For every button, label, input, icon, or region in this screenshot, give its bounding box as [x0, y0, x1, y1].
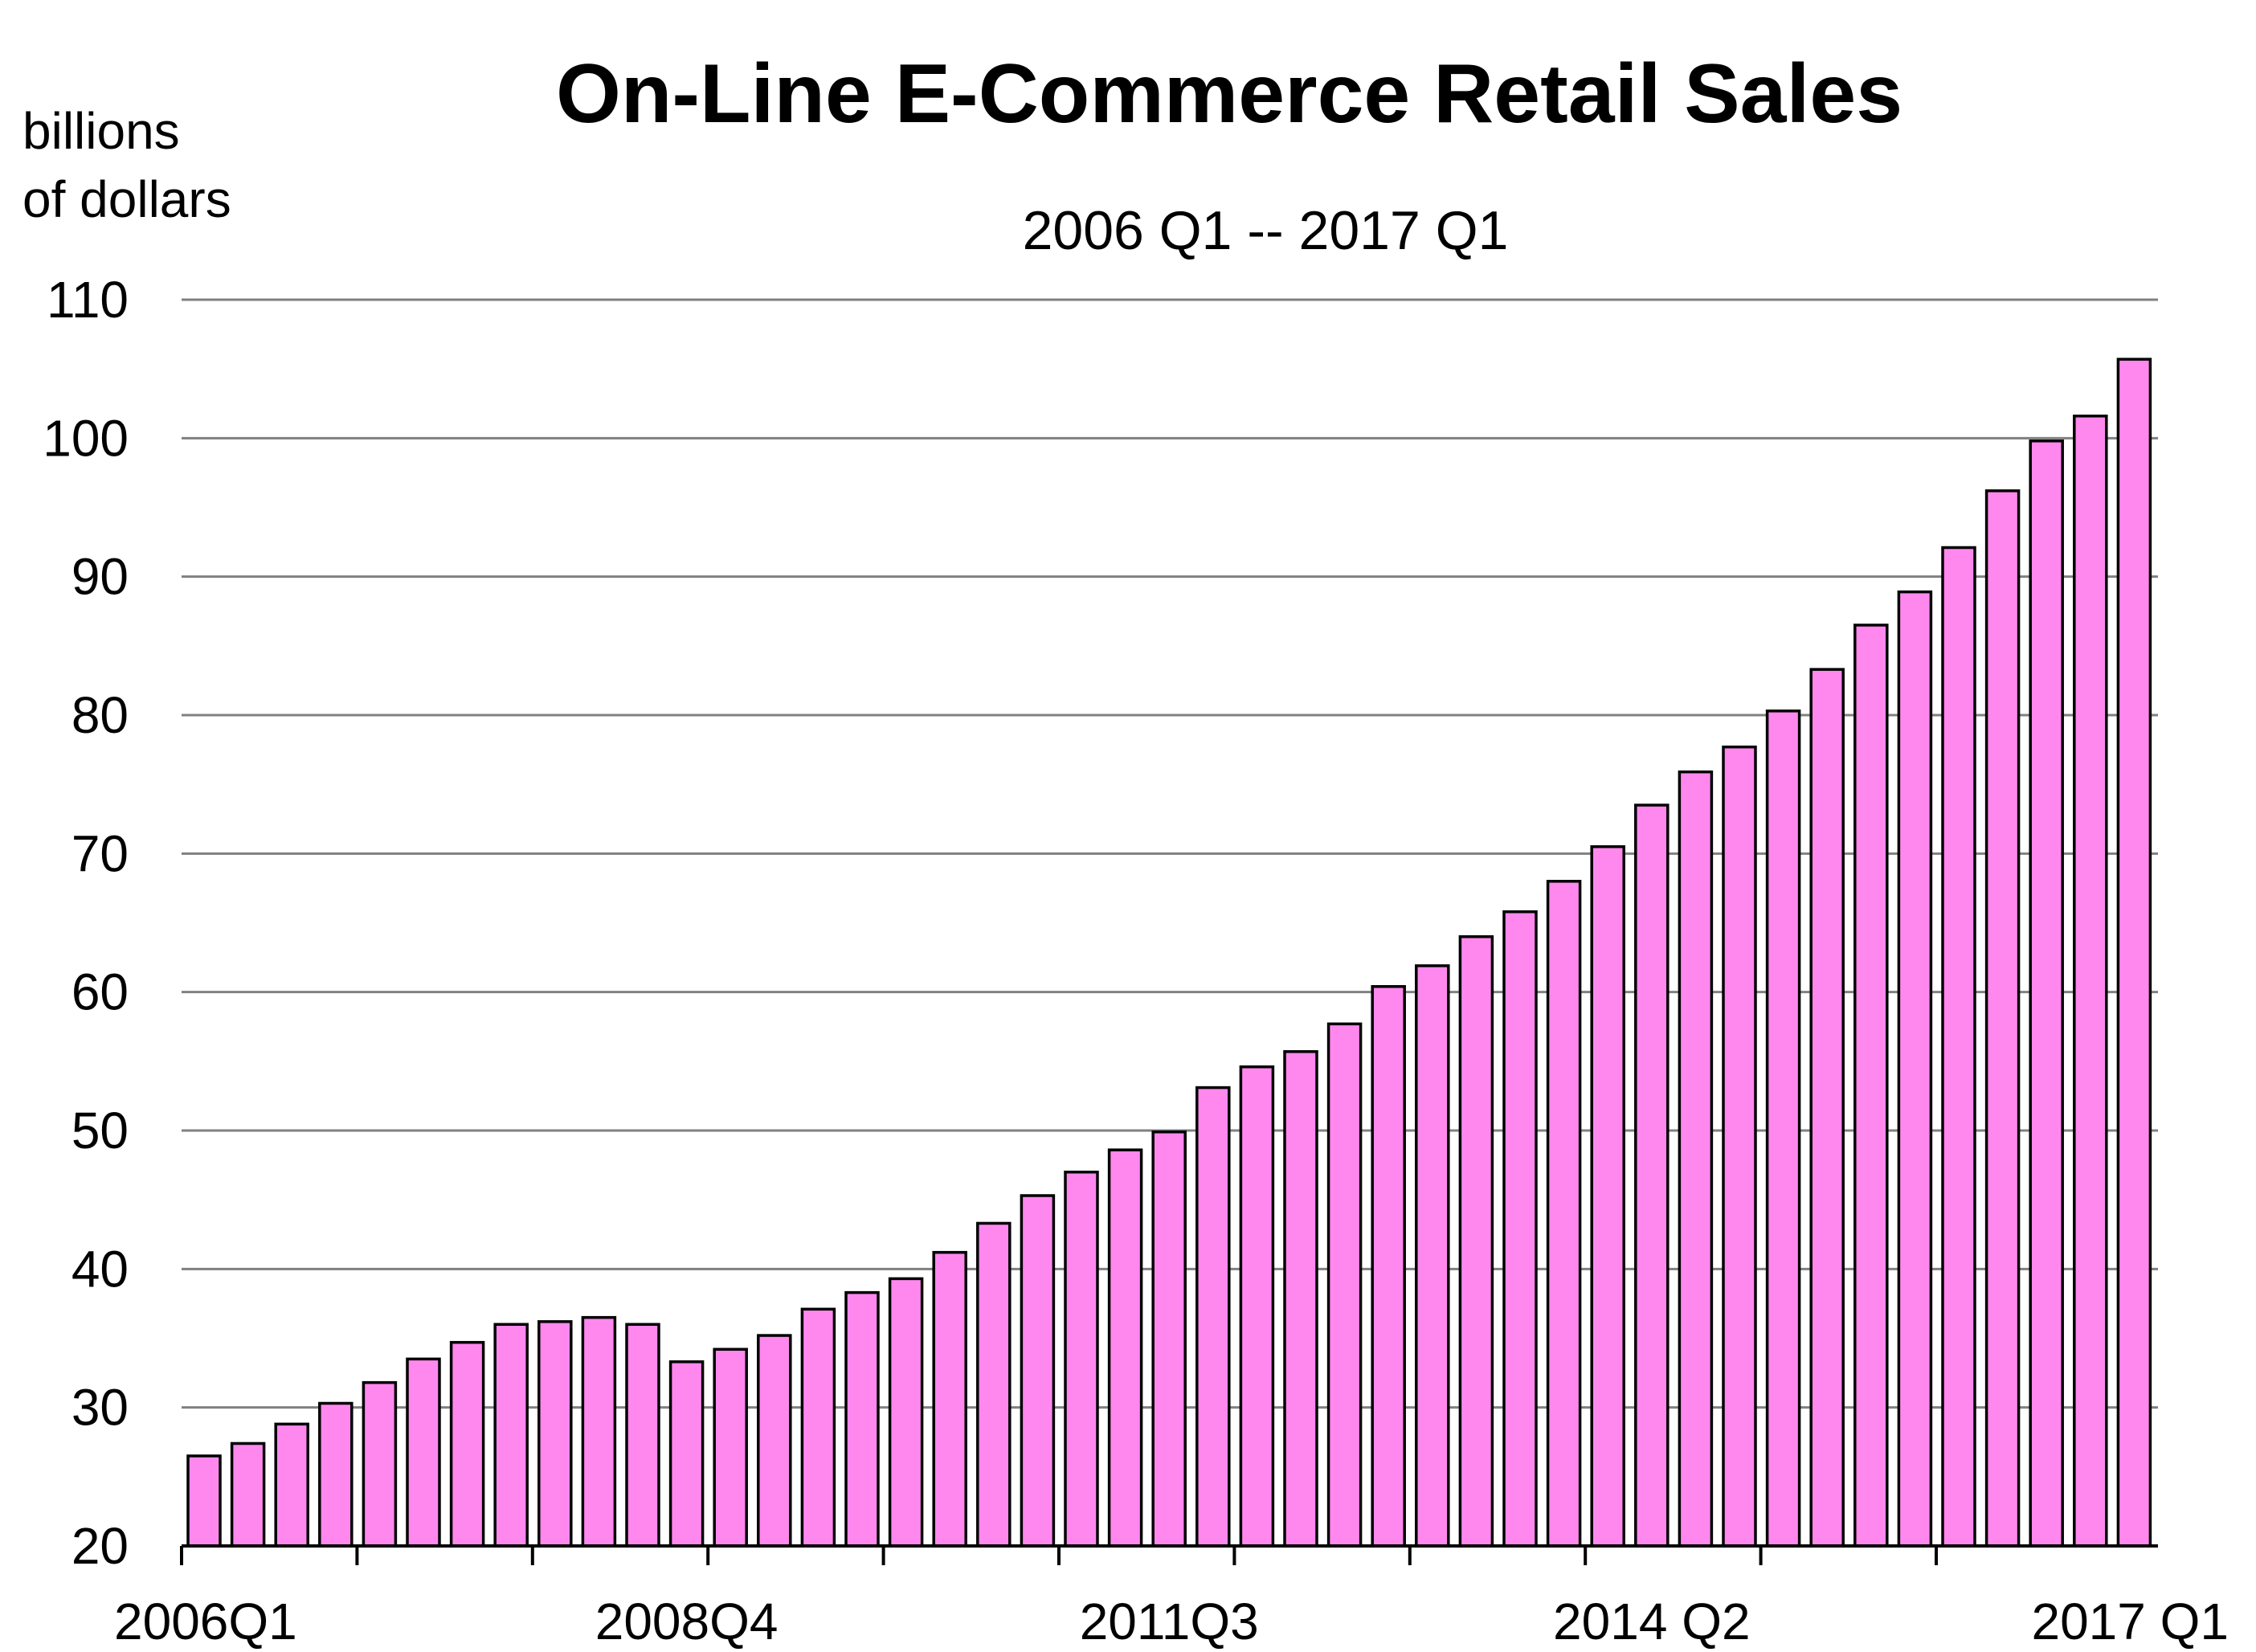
- bar: [1064, 1170, 1099, 1548]
- x-tick-label: 2014 Q2: [1553, 1593, 1751, 1650]
- bar: [1634, 804, 1670, 1548]
- y-tick-label: 80: [72, 686, 129, 744]
- bar: [1590, 844, 1625, 1548]
- bars: [186, 358, 2152, 1548]
- bar: [1151, 1130, 1187, 1548]
- bar: [1283, 1050, 1318, 1548]
- y-axis-label-line-2: of dollars: [22, 170, 231, 228]
- bar: [1195, 1086, 1231, 1548]
- bar: [1722, 745, 1757, 1548]
- bar: [493, 1323, 529, 1548]
- bar: [757, 1334, 792, 1548]
- bar: [2073, 415, 2108, 1548]
- bar: [230, 1441, 266, 1548]
- bar: [1941, 546, 1976, 1548]
- bar: [976, 1221, 1012, 1548]
- bar: [888, 1277, 924, 1548]
- bar: [1020, 1194, 1056, 1548]
- bar: [625, 1323, 660, 1548]
- chart-title: On-Line E-Commerce Retail Sales: [556, 47, 1902, 141]
- bar: [362, 1380, 398, 1548]
- y-tick-label: 30: [72, 1379, 129, 1437]
- bar: [581, 1315, 617, 1548]
- x-axis-ticks: 2006Q1 2008Q4 2011Q3 2014 Q2 2017 Q1: [114, 1593, 2229, 1650]
- bar: [1853, 624, 1889, 1548]
- bar: [1502, 910, 1538, 1548]
- y-axis-label-line-1: billions: [22, 102, 180, 160]
- bar: [2029, 440, 2064, 1548]
- bar: [668, 1360, 705, 1548]
- bar: [1415, 964, 1450, 1548]
- x-tick-label: 2011Q3: [1080, 1593, 1259, 1650]
- bar: [274, 1422, 309, 1548]
- chart-subtitle: 2006 Q1 -- 2017 Q1: [1023, 200, 1509, 261]
- y-tick-label: 110: [47, 271, 129, 329]
- y-tick-label: 20: [72, 1517, 129, 1575]
- bar: [713, 1347, 748, 1548]
- x-tick-label: 2008Q4: [595, 1593, 779, 1650]
- bar: [1326, 1022, 1363, 1548]
- bar: [1984, 489, 2021, 1548]
- bar: [1897, 590, 1933, 1548]
- bar: [1239, 1065, 1275, 1548]
- bar: [800, 1307, 836, 1548]
- y-tick-label: 100: [43, 409, 129, 467]
- x-axis: [180, 1544, 2158, 1565]
- bar: [537, 1320, 573, 1548]
- bar: [1458, 934, 1494, 1548]
- bar: [844, 1290, 880, 1548]
- y-tick-label: 50: [72, 1102, 129, 1159]
- x-tick-label: 2017 Q1: [2031, 1593, 2229, 1650]
- y-tick-label: 90: [72, 548, 129, 606]
- y-axis-ticks: 20 30 40 50 60 70 80 90 100 110: [43, 271, 129, 1575]
- bar: [932, 1250, 967, 1548]
- bar: [1546, 880, 1582, 1548]
- bar: [1765, 709, 1801, 1548]
- bar: [2116, 358, 2152, 1548]
- x-tick-label: 2006Q1: [114, 1593, 297, 1650]
- bar: [186, 1454, 222, 1548]
- bar: [406, 1357, 441, 1548]
- bar: [1371, 985, 1406, 1548]
- bar: [318, 1401, 354, 1548]
- bar: [1107, 1148, 1143, 1548]
- y-tick-label: 40: [72, 1240, 129, 1298]
- bar: [449, 1340, 485, 1548]
- gridlines: [182, 298, 2158, 1409]
- y-tick-label: 70: [72, 824, 129, 882]
- bar: [1809, 668, 1845, 1548]
- y-tick-label: 60: [72, 963, 129, 1021]
- bar: [1678, 770, 1714, 1548]
